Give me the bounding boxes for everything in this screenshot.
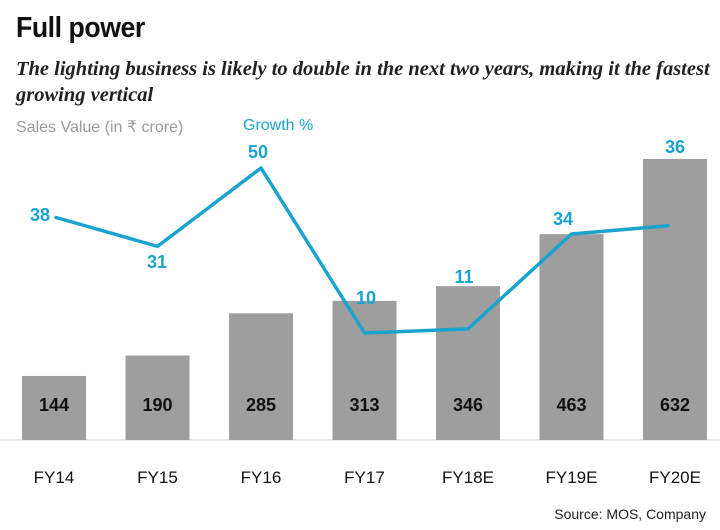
bar-value-label: 190 <box>142 395 172 415</box>
bar-fy14 <box>22 375 86 440</box>
growth-value-label: 36 <box>665 137 685 157</box>
bar-fy16 <box>229 313 293 440</box>
legend-sales-value: Sales Value (in ₹ crore) <box>16 119 184 136</box>
bar-value-label: 632 <box>660 395 690 415</box>
bar-value-label: 346 <box>453 395 483 415</box>
bar-value-label: 285 <box>246 395 276 415</box>
growth-value-label: 10 <box>356 288 376 308</box>
growth-value-label: 34 <box>553 209 573 229</box>
x-tick-label: FY19E <box>546 468 598 487</box>
bar-value-label: 144 <box>39 395 69 415</box>
x-tick-label: FY14 <box>34 468 75 487</box>
bar-fy19e <box>539 234 604 440</box>
bar-fy17 <box>332 300 397 440</box>
bar-fy18e <box>436 286 500 440</box>
chart-subtitle: The lighting business is likely to doubl… <box>16 58 710 106</box>
x-tick-label: FY16 <box>241 468 282 487</box>
legend-growth: Growth % <box>243 117 314 134</box>
growth-value-label: 50 <box>248 142 268 162</box>
growth-value-label: 31 <box>147 252 167 272</box>
x-tick-label: FY18E <box>442 468 494 487</box>
growth-value-label: 11 <box>454 267 473 287</box>
bar-fy15 <box>125 355 190 440</box>
chart-title: Full power <box>16 12 145 44</box>
x-tick-label: FY17 <box>344 468 385 487</box>
bar-fy20e <box>643 159 707 440</box>
x-tick-label: FY20E <box>649 468 701 487</box>
growth-line <box>54 166 670 335</box>
bar-value-label: 313 <box>349 395 379 415</box>
source-note: Source: MOS, Company <box>554 506 706 522</box>
bar-value-label: 463 <box>556 395 586 415</box>
x-tick-label: FY15 <box>137 468 178 487</box>
growth-value-label: 38 <box>30 205 50 225</box>
